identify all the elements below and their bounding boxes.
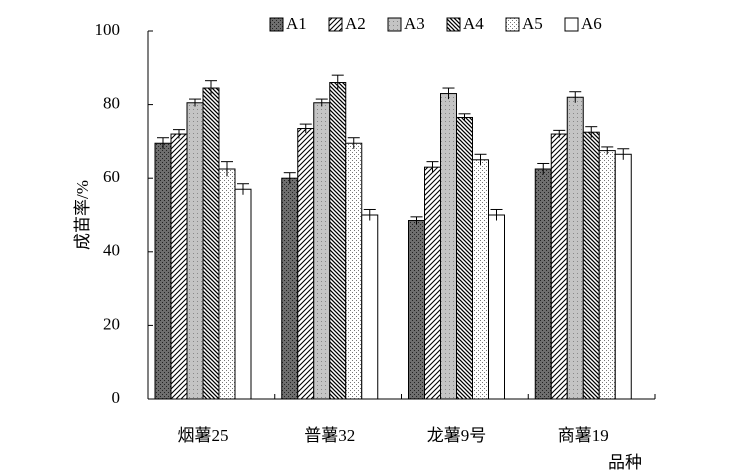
bar — [170, 133, 188, 400]
legend-label: A2 — [345, 14, 366, 33]
error-bar — [363, 208, 376, 221]
y-tick-label: 60 — [103, 167, 120, 186]
bar — [582, 131, 600, 400]
error-bar — [426, 161, 439, 173]
error-bar — [474, 153, 487, 166]
bar — [218, 168, 236, 400]
error-bar — [442, 87, 455, 100]
bar — [614, 153, 632, 400]
y-tick-label: 0 — [112, 388, 121, 407]
error-bar — [283, 172, 296, 184]
x-tick-label: 商薯19 — [558, 426, 609, 445]
error-bar — [315, 98, 328, 107]
y-tick-label: 20 — [103, 314, 120, 333]
y-axis-label: 成苗率/% — [73, 180, 92, 250]
bar — [424, 166, 441, 400]
bar — [329, 82, 347, 400]
error-bar — [299, 123, 312, 133]
bar — [313, 102, 331, 400]
bar — [361, 214, 379, 400]
bar — [440, 93, 457, 400]
error-bar — [458, 113, 471, 122]
bar — [456, 116, 473, 400]
error-bar — [410, 216, 423, 225]
bar — [488, 214, 505, 400]
legend-label: A4 — [463, 14, 484, 33]
y-tick-label: 80 — [103, 94, 120, 113]
legend-swatch — [328, 17, 343, 32]
error-bar — [537, 162, 550, 175]
error-bar — [237, 183, 249, 195]
error-bar — [490, 208, 503, 221]
bar — [472, 159, 489, 400]
legend-swatch — [564, 17, 579, 32]
bar — [234, 188, 252, 400]
bar — [534, 168, 552, 400]
error-bar — [221, 161, 233, 177]
error-bar — [347, 137, 360, 149]
bar — [186, 102, 204, 400]
bar — [598, 150, 616, 400]
error-bar — [553, 129, 566, 138]
bar — [550, 133, 568, 400]
error-bar — [601, 146, 614, 155]
legend-swatch — [387, 17, 402, 32]
legend-swatch — [505, 17, 520, 32]
error-bar — [569, 91, 582, 103]
y-tick-label: 100 — [95, 20, 121, 39]
legend-label: A5 — [522, 14, 543, 33]
x-tick-label: 烟薯25 — [178, 426, 229, 445]
legend-swatch — [446, 17, 461, 32]
x-tick-label: 龙薯9号 — [427, 426, 487, 445]
x-axis-label: 品种 — [608, 453, 642, 472]
x-tick-label: 普薯32 — [304, 426, 355, 445]
legend-label: A3 — [404, 14, 425, 33]
bar — [297, 128, 315, 400]
error-bar — [205, 80, 217, 96]
error-bar — [617, 148, 630, 160]
error-bar — [173, 129, 185, 139]
y-tick-label: 40 — [103, 241, 120, 260]
bar — [281, 177, 299, 400]
legend-swatch — [269, 17, 284, 32]
bar — [566, 96, 584, 400]
bar — [408, 220, 425, 400]
bar — [345, 142, 363, 400]
error-bar — [189, 98, 201, 107]
bar — [202, 87, 220, 400]
legend-label: A6 — [581, 14, 602, 33]
error-bar — [585, 126, 598, 138]
legend-label: A1 — [286, 14, 307, 33]
bar — [154, 142, 172, 400]
error-bar — [157, 137, 169, 149]
error-bar — [331, 74, 344, 90]
